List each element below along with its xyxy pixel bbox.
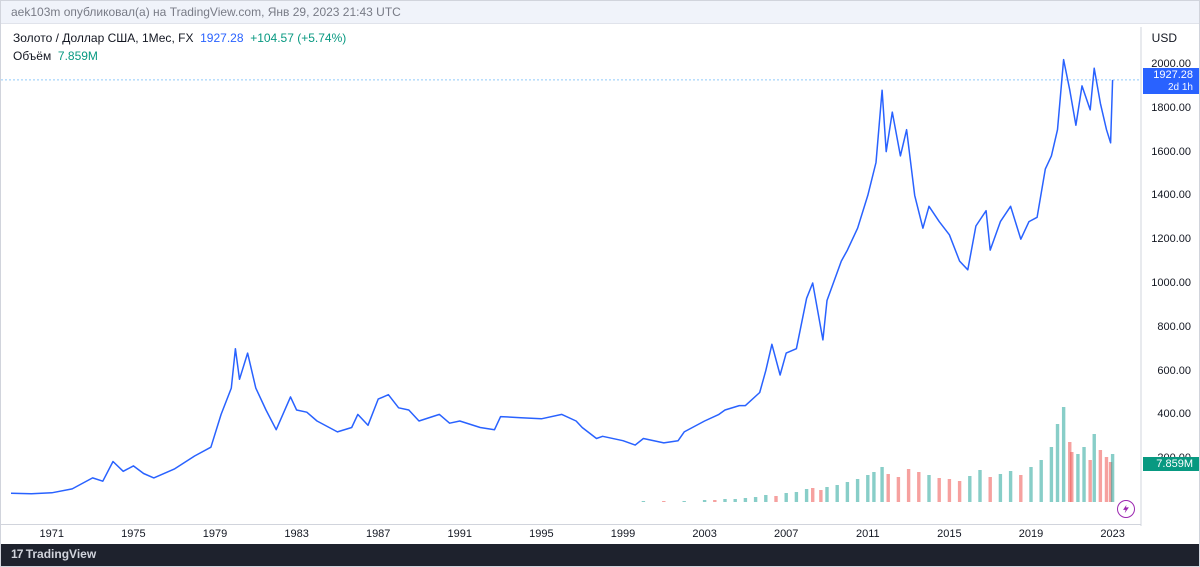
x-axis[interactable]: 1971 1975 1979 1983 1987 1991 1995 1999 2003 2007… — [1, 524, 1141, 544]
x-tick: 1979 — [203, 528, 227, 540]
chart-area[interactable]: 200.00400.00600.00800.001000.001200.0014… — [1, 27, 1199, 544]
last-price: 1927.28 — [200, 31, 243, 45]
y-tick: 600.00 — [1157, 365, 1191, 377]
x-tick: 1995 — [529, 528, 553, 540]
x-tick: 1991 — [448, 528, 472, 540]
bolt-icon[interactable] — [1117, 500, 1135, 518]
x-tick: 1971 — [40, 528, 64, 540]
header-timestamp: Янв 29, 2023 21:43 UTC — [268, 5, 401, 19]
x-tick: 1999 — [611, 528, 635, 540]
footer-brand[interactable]: TradingView — [26, 547, 96, 561]
x-tick: 2007 — [774, 528, 798, 540]
y-tick: 800.00 — [1157, 321, 1191, 333]
tv-logo-icon2: 7 — [17, 547, 23, 561]
price-chart[interactable] — [1, 27, 1200, 546]
y-tick: 1800.00 — [1151, 102, 1191, 114]
x-tick: 2019 — [1019, 528, 1043, 540]
exchange: FX — [178, 31, 193, 45]
header-site-link[interactable]: TradingView.com — [170, 5, 261, 19]
x-tick: 2011 — [856, 528, 880, 540]
publish-header: aek103m опубликовал(а) на TradingView.co… — [1, 1, 1199, 24]
interval[interactable]: 1Мес — [142, 31, 171, 45]
x-tick: 2023 — [1100, 528, 1124, 540]
volume-badge: 7.859M — [1143, 457, 1199, 471]
x-tick: 1987 — [366, 528, 390, 540]
x-tick: 2015 — [937, 528, 961, 540]
x-tick: 1975 — [121, 528, 145, 540]
x-tick: 2003 — [692, 528, 716, 540]
y-tick: 1600.00 — [1151, 146, 1191, 158]
change-abs: +104.57 — [250, 31, 294, 45]
symbol-name[interactable]: Золото / Доллар США — [13, 31, 135, 45]
y-tick: 1200.00 — [1151, 233, 1191, 245]
volume-value: 7.859M — [58, 49, 98, 63]
current-price-badge: 1927.282d 1h — [1143, 68, 1199, 94]
change-pct: (+5.74%) — [297, 31, 346, 45]
x-tick: 1983 — [284, 528, 308, 540]
y-tick: 400.00 — [1157, 408, 1191, 420]
currency-label: USD — [1152, 31, 1177, 45]
symbol-info: Золото / Доллар США, 1Мес, FX 1927.28 +1… — [13, 31, 346, 45]
footer: 17 TradingView — [1, 544, 1199, 566]
header-user: aek103m — [11, 5, 60, 19]
y-tick: 1400.00 — [1151, 189, 1191, 201]
y-axis[interactable]: 200.00400.00600.00800.001000.001200.0014… — [1141, 27, 1199, 544]
volume-label: Объём — [13, 49, 51, 63]
y-tick: 1000.00 — [1151, 277, 1191, 289]
volume-info: Объём 7.859M — [13, 49, 98, 63]
